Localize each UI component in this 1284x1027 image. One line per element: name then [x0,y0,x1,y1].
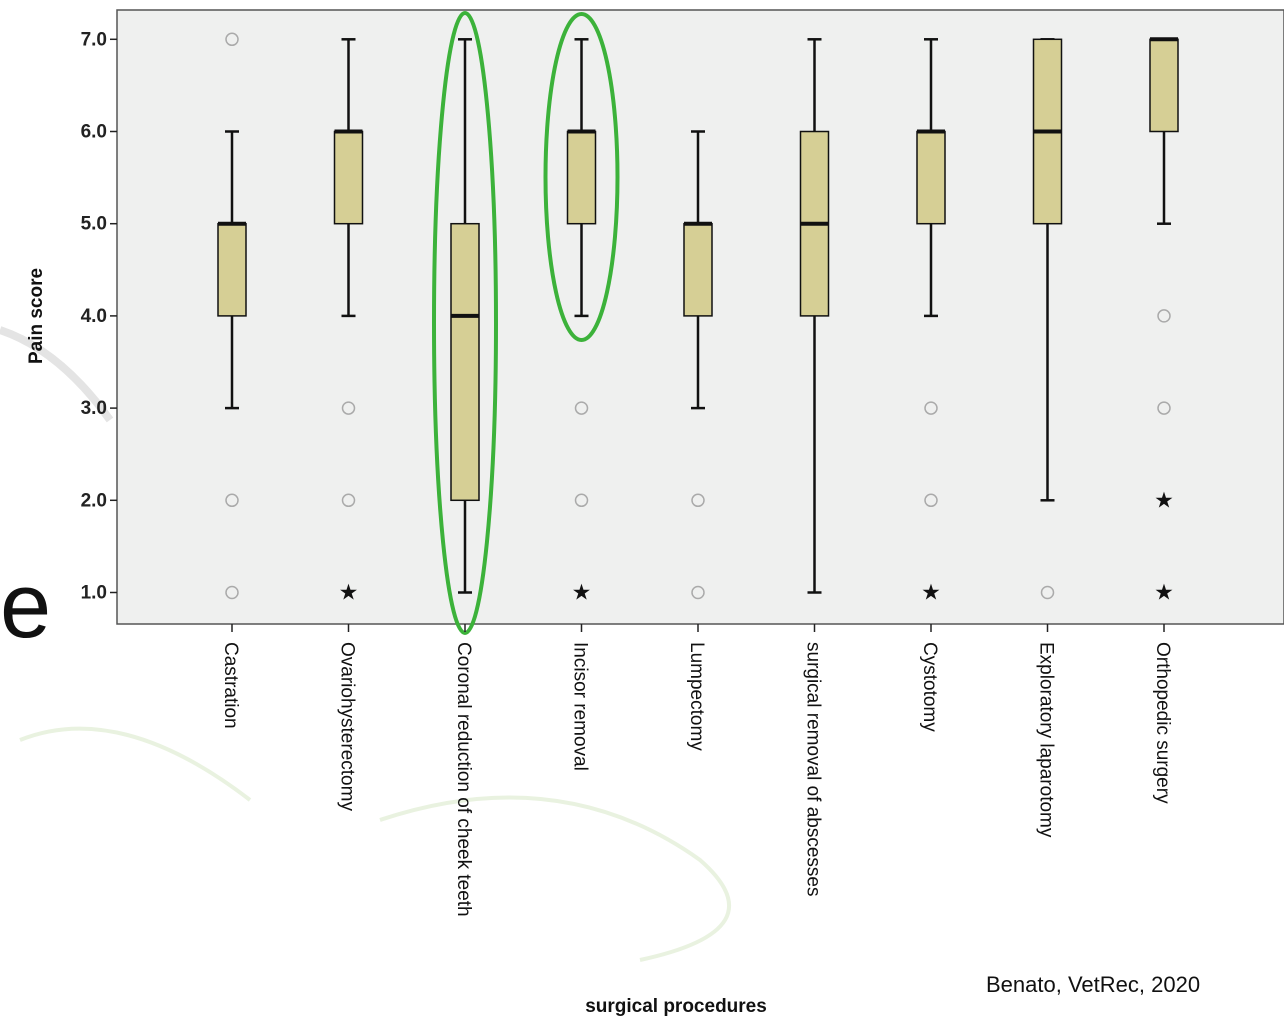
outlier-circle [341,493,356,508]
box-1 [217,130,247,410]
outlier-star: ★ [339,581,359,606]
outlier-circle [691,585,705,600]
y-tick-label: 2.0 [81,490,107,511]
y-tick-label: 4.0 [81,306,107,327]
box-6 [799,38,830,594]
outlier-star: ★ [572,581,592,606]
y-tick-label: 7.0 [81,29,107,50]
y-tick-label: 3.0 [81,398,107,419]
highlight-ellipse [432,11,498,635]
x-tick-label: Castration [220,642,241,729]
y-axis-label: Pain score [26,268,47,364]
x-tick-label: surgical removal of abscesses [803,642,824,897]
outlier-circle [1157,309,1171,323]
x-tick-label: Cystotomy [919,642,940,732]
outlier-circle [225,493,239,508]
box-body [333,130,364,225]
box-body [217,222,247,317]
x-tick-label: Coronal reduction of cheek teeth [453,642,474,917]
y-tick-label: 6.0 [81,122,107,143]
y-tick-label: 1.0 [81,583,107,604]
outlier-circle [341,401,356,415]
outlier-circle [924,493,938,508]
box-7 [916,38,946,318]
x-tick-label: Exploratory laparotomy [1036,642,1057,838]
outlier-star: ★ [921,581,941,606]
outlier-circle [574,401,589,415]
highlight-ellipse [543,12,620,342]
y-axis: 1.0 2.0 3.0 4.0 5.0 6.0 7.0 [81,29,117,604]
x-axis: Castration Ovariohysterectomy Coronal redu… [220,624,1173,917]
outlier-circle [1157,401,1171,415]
outlier-circle [574,493,589,508]
cropped-slide-letter: e [0,555,52,657]
box-4 [566,38,597,318]
watermark-stroke [19,726,252,802]
box-body [566,130,597,225]
outlier-series: ★ ★ ★ ★ ★ [225,32,1174,606]
outlier-circle [1040,585,1055,600]
outlier-circle [691,493,705,508]
outlier-circle [225,32,239,47]
outlier-star: ★ [1154,488,1174,513]
box-series [217,37,1179,594]
outlier-star: ★ [1154,581,1174,606]
box-8 [1032,38,1063,502]
y-tick-label: 5.0 [81,214,107,235]
box-2 [333,38,364,318]
watermark-stroke [0,326,114,423]
watermark-stroke [379,795,731,962]
background-watermark [0,326,731,962]
box-body [683,222,713,317]
x-tick-label: Lumpectomy [686,642,707,751]
box-body [916,130,946,225]
x-tick-label: Incisor removal [570,642,591,771]
box-5 [683,130,713,410]
box-9 [1149,37,1179,225]
box-body [1149,38,1179,133]
citation: Benato, VetRec, 2020 [986,972,1201,997]
outlier-circle [225,585,239,600]
box-body [450,222,480,502]
plot-area [116,9,1284,625]
highlight-ellipses [432,11,620,635]
box-3 [450,38,480,594]
x-tick-label: Orthopedic surgery [1152,642,1173,804]
x-axis-label: surgical procedures [585,996,767,1017]
outlier-circle [924,401,938,415]
x-tick-label: Ovariohysterectomy [337,642,358,811]
